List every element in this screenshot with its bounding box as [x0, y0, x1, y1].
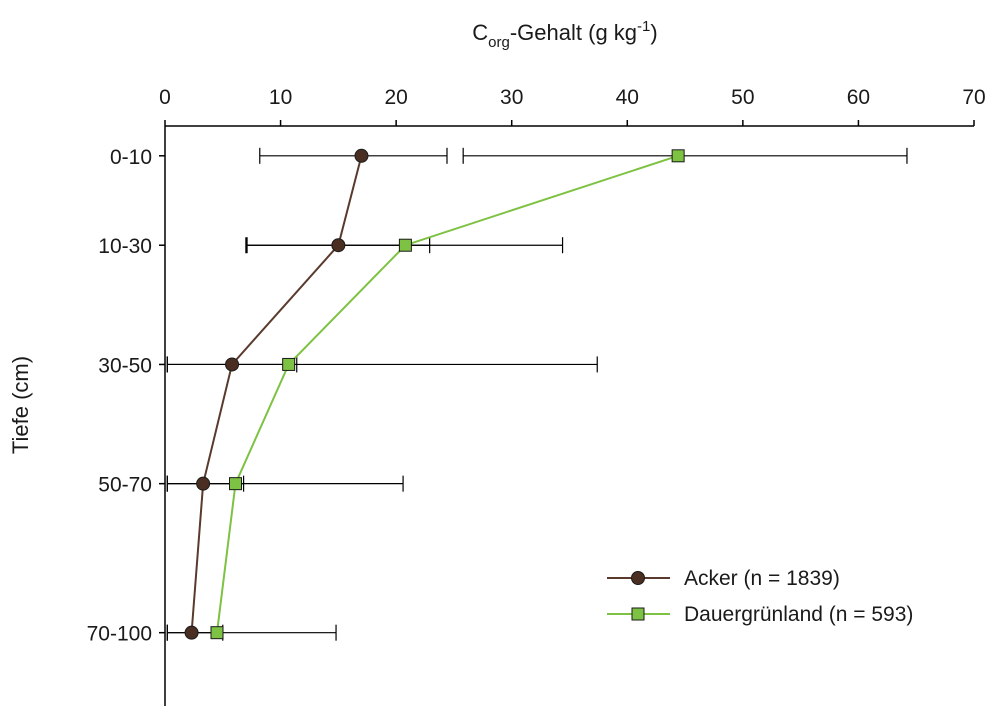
x-title-subscript: org	[488, 34, 510, 51]
legend-marker-dauergruenland	[631, 607, 645, 621]
data-point-dauergruenland	[671, 149, 685, 163]
y-tick-label: 0-10	[110, 146, 152, 169]
data-point-dauergruenland	[398, 238, 412, 252]
y-tick-label: 50-70	[98, 474, 152, 497]
series-line	[216, 154, 679, 633]
x-tick-label: 20	[384, 86, 407, 109]
legend: Acker (n = 1839) Dauergrünland (n = 593)	[607, 567, 913, 626]
y-tick-label: 70-100	[87, 623, 152, 646]
x-tick-label: 40	[616, 86, 639, 109]
x-title-superscript: -1	[637, 18, 650, 35]
data-point-dauergruenland	[228, 477, 242, 491]
x-tick-label: 60	[847, 86, 870, 109]
data-point-acker	[196, 476, 211, 491]
data-point-acker	[354, 148, 369, 163]
y-tick-label: 30-50	[98, 354, 152, 377]
data-point-dauergruenland	[282, 357, 296, 371]
legend-label-dauergruenland: Dauergrünland (n = 593)	[684, 603, 913, 626]
series-line	[190, 155, 363, 633]
x-title-rest: -Gehalt (g kg	[510, 20, 637, 45]
legend-marker-acker	[631, 571, 645, 585]
data-series	[184, 148, 685, 640]
legend-label-acker: Acker (n = 1839)	[684, 567, 840, 590]
x-tick-label: 0	[159, 86, 171, 109]
x-title-close: )	[650, 20, 657, 45]
x-tick-label: 70	[962, 86, 985, 109]
x-title-main: C	[472, 20, 488, 45]
x-axis-title: Corg-Gehalt (g kg-1)	[472, 18, 657, 51]
data-point-acker	[331, 238, 346, 253]
axis-ticks: 0 10 20 30 40 50 60 70 0-10 10-30 30-50 50-70 70-100	[87, 86, 986, 646]
y-axis-title: Tiefe (cm)	[8, 356, 33, 454]
x-tick-label: 30	[500, 86, 523, 109]
data-point-acker	[184, 625, 199, 640]
x-tick-label: 50	[731, 86, 754, 109]
data-point-acker	[225, 357, 240, 372]
x-tick-label: 10	[269, 86, 292, 109]
data-point-dauergruenland	[210, 626, 224, 640]
y-tick-label: 10-30	[98, 235, 152, 258]
